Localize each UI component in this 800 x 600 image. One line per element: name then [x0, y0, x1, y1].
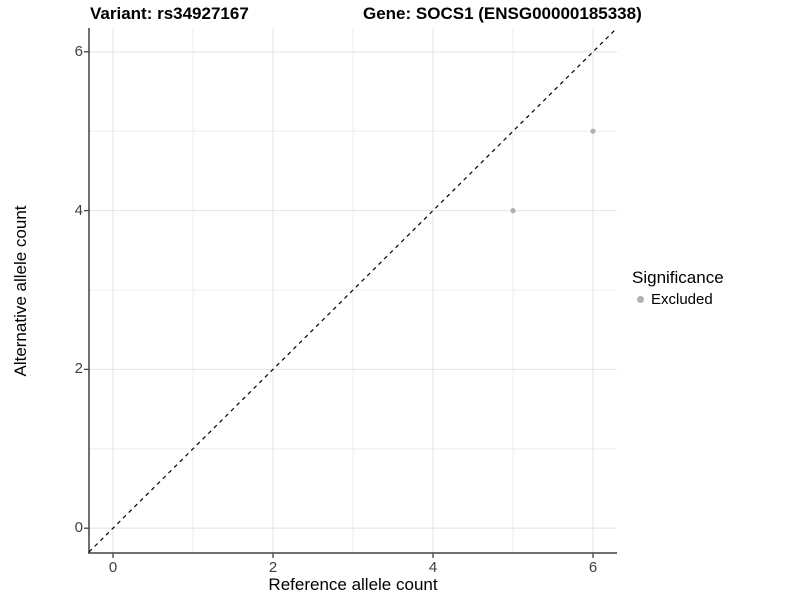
plot-title-variant: Variant: rs34927167 [90, 4, 249, 23]
y-axis-title: Alternative allele count [11, 205, 30, 377]
data-point [590, 128, 596, 134]
legend-item-excluded: Excluded [632, 291, 724, 308]
y-tick-label: 0 [74, 519, 83, 537]
plot-title-gene: Gene: SOCS1 (ENSG00000185338) [363, 4, 642, 23]
y-tick-label: 4 [74, 201, 83, 219]
x-tick-label: 6 [588, 559, 598, 576]
y-tick-label: 6 [74, 42, 83, 60]
legend-item-label: Excluded [651, 291, 713, 308]
legend: Significance Excluded [632, 268, 724, 308]
legend-title: Significance [632, 268, 724, 287]
identity-dashed-line [88, 27, 618, 553]
legend-point-icon [637, 296, 644, 303]
x-tick-label: 4 [428, 559, 438, 576]
y-tick-label: 2 [74, 360, 83, 378]
data-point [510, 208, 516, 214]
x-tick-label: 0 [108, 559, 118, 576]
x-tick-label: 2 [268, 559, 278, 576]
x-axis-title: Reference allele count [268, 575, 438, 594]
